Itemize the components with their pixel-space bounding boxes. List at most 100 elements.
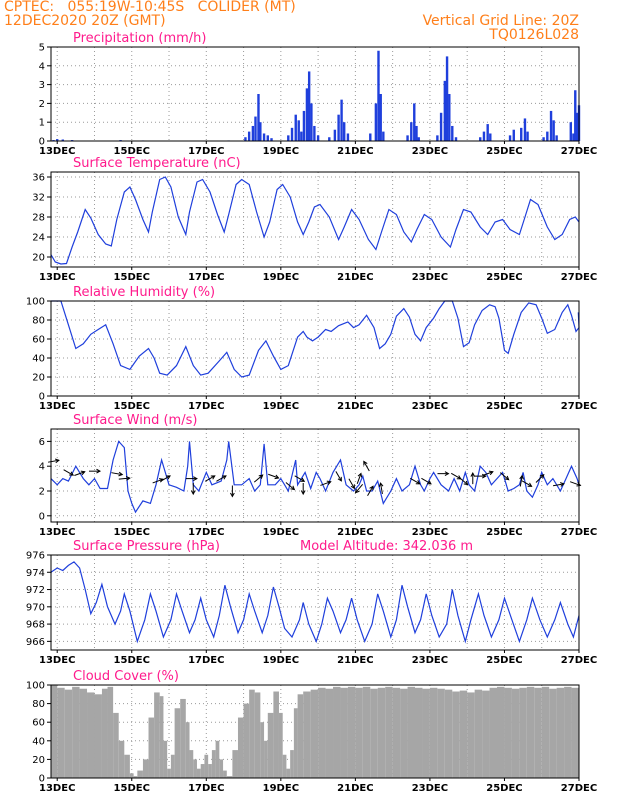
cloud-cover-bar xyxy=(64,689,73,778)
y-tick-label: 6 xyxy=(39,437,45,448)
cloud-cover-bar xyxy=(57,687,65,778)
precip-bar xyxy=(508,135,512,141)
cloud-cover-bar xyxy=(232,750,238,778)
precip-bar xyxy=(448,94,451,141)
precip-bar xyxy=(489,133,492,141)
x-date-label: 19DEC xyxy=(263,783,299,794)
wind-arrow-head xyxy=(378,482,384,488)
cloud-cover-bar xyxy=(303,691,311,778)
wind-arrow-shaft xyxy=(409,477,421,485)
x-date-label: 23DEC xyxy=(412,272,448,283)
cloud-cover-bar xyxy=(318,687,326,778)
wind-arrow-head xyxy=(125,476,131,481)
wind-arrow-head xyxy=(470,472,476,477)
precip-bar xyxy=(454,137,458,141)
x-date-label: 15DEC xyxy=(114,272,150,283)
cloud-cover-bar xyxy=(193,759,197,778)
cloud-cover-bar xyxy=(511,688,520,778)
precip-bar xyxy=(342,122,346,141)
temp-series-line xyxy=(50,176,580,265)
cloud-cover-bar xyxy=(204,754,209,778)
precip-bar xyxy=(526,131,529,141)
wind-arrow-head xyxy=(357,472,363,478)
wind-arrow-head xyxy=(426,480,432,485)
cloud-cover-bar xyxy=(422,688,430,778)
x-date-label: 19DEC xyxy=(263,401,299,412)
header-source-line: CPTEC: 055:19W-10:45S COLIDER (MT) xyxy=(4,0,296,15)
precip-bar xyxy=(369,133,372,141)
y-tick-label: 4 xyxy=(39,61,45,72)
wind-arrow-shaft xyxy=(421,477,432,485)
cloud-cover-bar xyxy=(223,770,227,778)
precip-bar xyxy=(382,131,385,141)
wind-arrow-head xyxy=(559,482,565,487)
cloud-cover-bar xyxy=(282,754,287,778)
x-date-label: 23DEC xyxy=(412,401,448,412)
rh-series-line xyxy=(50,300,580,378)
cloud-cover-bar xyxy=(362,686,371,778)
wind-arrow xyxy=(409,477,421,485)
cloud-cover-bar xyxy=(290,750,294,778)
panel-annotation: Model Altitude: 342.036 m xyxy=(300,539,473,554)
wind-arrow xyxy=(294,475,306,482)
cloud-cover-bar xyxy=(118,740,125,778)
cloud-cover-bar xyxy=(267,712,274,778)
cloud-cover-bar xyxy=(219,759,224,778)
precip-bar xyxy=(313,125,316,141)
cloud-cover-bar xyxy=(237,717,244,778)
cloud-cover-bar xyxy=(286,768,291,778)
panel-title: Surface Pressure (hPa) xyxy=(73,539,220,554)
x-date-label: 25DEC xyxy=(486,272,522,283)
cloud-cover-bar xyxy=(189,750,194,778)
wind-arrow-shaft xyxy=(367,485,374,497)
cloud-cover-bar xyxy=(519,687,527,778)
panel-frame xyxy=(50,554,580,651)
precip-bar xyxy=(445,56,449,141)
wind-arrow xyxy=(421,477,432,485)
y-tick-label: 976 xyxy=(26,551,45,562)
wind-arrow-shaft xyxy=(348,478,355,489)
wind-arrow-head xyxy=(69,471,75,476)
wind-arrow xyxy=(521,480,533,487)
y-tick-label: 972 xyxy=(26,585,45,596)
cloud-cover-bar xyxy=(215,740,220,778)
precip-bar xyxy=(436,135,439,141)
precip-bar xyxy=(415,125,418,141)
precip-bar xyxy=(254,116,257,141)
wind-arrow-shaft xyxy=(294,475,305,482)
cloud-cover-bar xyxy=(249,689,255,778)
panels-container: 0 1 2 3 4 5 13DEC 15DEC 17DEC 19DEC 21DEC 23DEC 25DE… xyxy=(26,31,597,794)
x-date-label: 23DEC xyxy=(412,783,448,794)
precip-bar xyxy=(328,137,331,141)
panel-precip: 0 1 2 3 4 5 13DEC 15DEC 17DEC 19DEC 21DEC 23DEC 25DE… xyxy=(39,31,598,157)
y-tick-label: 40 xyxy=(32,354,45,365)
precip-bar xyxy=(379,94,382,141)
wind-arrow xyxy=(458,477,469,486)
y-tick-label: 100 xyxy=(26,681,45,692)
cloud-cover-bar xyxy=(170,754,175,778)
x-date-label: 19DEC xyxy=(263,527,299,538)
wind-arrow-head xyxy=(539,473,545,479)
cloud-cover-bar xyxy=(534,687,542,778)
x-date-label: 23DEC xyxy=(412,527,448,538)
precip-bar xyxy=(443,80,447,141)
wind-arrow-shaft xyxy=(320,481,331,486)
y-tick-label: 974 xyxy=(26,568,45,579)
x-date-label: 13DEC xyxy=(39,401,75,412)
wind-arrow xyxy=(367,485,374,497)
wind-arrow xyxy=(230,485,235,498)
panel-pressure: 966 968 970 972 974 976 13DEC 15DEC 17DEC 19DEC 21… xyxy=(26,539,597,666)
cloud-cover-bar xyxy=(452,691,460,778)
x-date-label: 27DEC xyxy=(561,146,597,157)
wind-arrow-head xyxy=(363,460,368,466)
cloud-cover-bar xyxy=(226,776,233,778)
cloud-cover-bar xyxy=(571,687,579,778)
wind-arrow xyxy=(348,478,355,490)
wind-arrow xyxy=(535,473,545,483)
cloud-cover-bar xyxy=(340,687,348,778)
precip-bar xyxy=(300,131,303,141)
cloud-cover-bar xyxy=(392,687,401,778)
wind-arrow-head xyxy=(326,480,332,486)
panel-temp: 20 24 28 32 36 13DEC 15DEC 17DEC 19DEC 21DEC 23DEC… xyxy=(32,156,597,283)
cloud-cover-bar xyxy=(355,687,363,778)
